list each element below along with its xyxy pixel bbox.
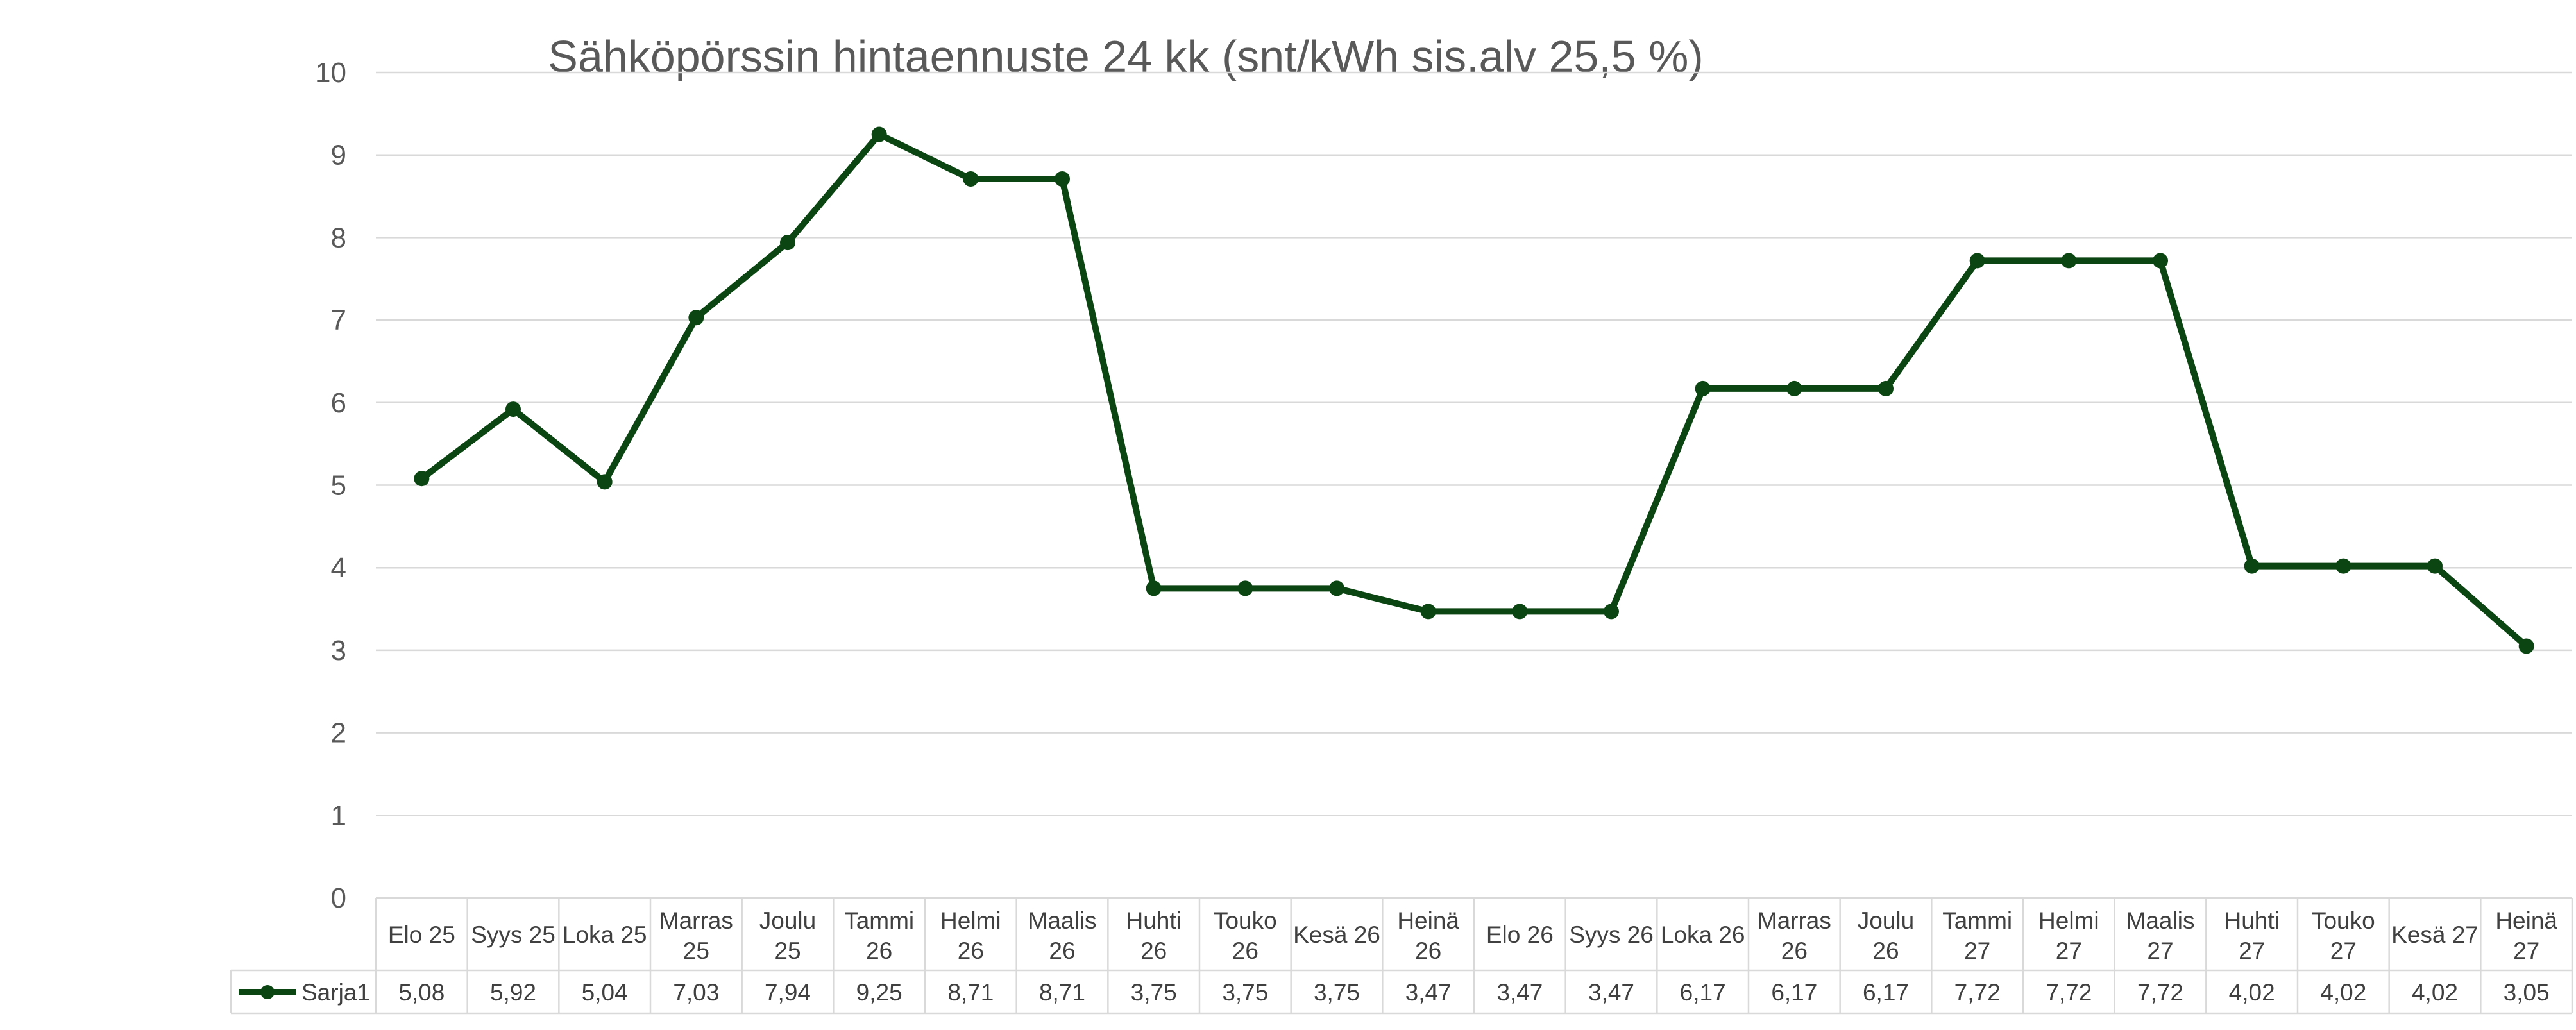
data-point (1237, 580, 1253, 596)
y-tick-label: 6 (331, 387, 346, 419)
data-point (1512, 604, 1528, 620)
series-line (418, 131, 2530, 650)
data-table-value: 3,47 (1496, 979, 1543, 1006)
x-category-label: Syys 25 (471, 922, 555, 948)
data-table-value: 9,25 (856, 979, 902, 1006)
data-table-value: 3,75 (1314, 979, 1360, 1006)
data-table-value: 4,02 (2229, 979, 2275, 1006)
x-category-label: Loka 25 (563, 922, 647, 948)
data-table-value: 6,17 (1863, 979, 1909, 1006)
x-category-label: Helmi 26 (940, 908, 1001, 964)
y-tick-label: 1 (331, 800, 346, 831)
legend-label: Sarja1 (301, 979, 370, 1006)
y-tick-label: 2 (331, 718, 346, 749)
x-category-label: Kesä 26 (1293, 922, 1380, 948)
data-table-value: 3,75 (1131, 979, 1177, 1006)
data-table-value: 5,08 (398, 979, 445, 1006)
data-point (1146, 580, 1162, 596)
data-table-value: 3,75 (1222, 979, 1268, 1006)
data-point (780, 235, 795, 251)
series-sarja1 (414, 126, 2534, 654)
data-table-value: 3,05 (2504, 979, 2550, 1006)
y-tick-label: 9 (331, 140, 346, 171)
x-category-label: Heinä 26 (1397, 908, 1459, 964)
data-point (1878, 380, 1894, 396)
x-category-label: Huhti 26 (1126, 908, 1181, 964)
data-table-value: 3,47 (1405, 979, 1452, 1006)
x-category-label: Tammi 26 (844, 908, 914, 964)
chart-title: Sähköpörssin hintaennuste 24 kk (snt/kWh… (548, 31, 1703, 81)
x-category-label: Kesä 27 (2391, 922, 2479, 948)
data-table-value: 8,71 (1039, 979, 1085, 1006)
data-table-value: 6,17 (1771, 979, 1817, 1006)
data-point (2427, 558, 2443, 574)
data-point (505, 401, 521, 418)
data-table-value: 7,72 (2137, 979, 2183, 1006)
data-point (1786, 380, 1802, 396)
data-point (2518, 638, 2534, 654)
data-table: Elo 25 Syys 25 Loka 25 Marras 25 Joulu 25 Tammi… (230, 897, 2573, 1015)
x-category-label: Loka 26 (1661, 922, 1745, 948)
data-table-value: 7,72 (2046, 979, 2092, 1006)
data-table-value: 4,02 (2412, 979, 2458, 1006)
data-point (2153, 253, 2168, 269)
y-tick-label: 5 (331, 470, 346, 502)
data-point (688, 310, 704, 326)
x-category-label: Maalis 27 (2126, 908, 2195, 964)
data-table-value: 3,47 (1588, 979, 1634, 1006)
y-tick-label: 4 (331, 552, 346, 584)
x-category-label: Joulu 26 (1858, 908, 1914, 964)
y-tick-label: 7 (331, 305, 346, 336)
data-point (1329, 580, 1344, 596)
x-category-label: Tammi 27 (1942, 908, 2012, 964)
data-point (414, 471, 430, 487)
y-tick-label: 0 (331, 882, 346, 914)
x-category-label: Syys 26 (1569, 922, 1654, 948)
data-table-value: 6,17 (1680, 979, 1726, 1006)
data-table-value: 7,03 (673, 979, 719, 1006)
data-point (1055, 171, 1070, 187)
y-tick-label: 3 (331, 635, 346, 666)
data-table-value: 5,92 (490, 979, 536, 1006)
data-point (1420, 604, 1436, 620)
x-category-label: Elo 25 (388, 922, 455, 948)
x-category-label: Huhti 27 (2224, 908, 2279, 964)
data-table-value: 4,02 (2320, 979, 2366, 1006)
data-point (2335, 558, 2351, 574)
data-table-value: 8,71 (947, 979, 994, 1006)
x-category-label: Heinä 27 (2495, 908, 2557, 964)
data-point (871, 126, 887, 142)
x-category-label: Joulu 25 (759, 908, 816, 964)
x-category-label: Touko 26 (1214, 908, 1277, 964)
data-point (597, 474, 613, 490)
data-point (963, 171, 979, 187)
data-point (2244, 558, 2260, 574)
legend-marker-key (260, 985, 275, 999)
data-table-value: 5,04 (582, 979, 628, 1006)
y-tick-label: 8 (331, 222, 346, 253)
x-category-label: Elo 26 (1486, 922, 1554, 948)
data-table-value: 7,94 (765, 979, 811, 1006)
x-category-label: Helmi 27 (2038, 908, 2099, 964)
y-axis-tick-labels: 0 1 2 3 4 5 6 7 8 9 10 (315, 57, 346, 914)
data-point (1969, 253, 1985, 269)
data-point (1604, 604, 1619, 620)
y-tick-label: 10 (315, 57, 346, 89)
gridlines (376, 71, 2572, 816)
x-category-label: Marras 26 (1758, 908, 1831, 964)
data-table-value: 7,72 (1954, 979, 2001, 1006)
x-category-label: Touko 27 (2312, 908, 2375, 964)
data-point (1695, 380, 1711, 396)
data-point (2061, 253, 2077, 269)
x-category-label: Maalis 26 (1028, 908, 1097, 964)
x-category-label: Marras 25 (659, 908, 733, 964)
